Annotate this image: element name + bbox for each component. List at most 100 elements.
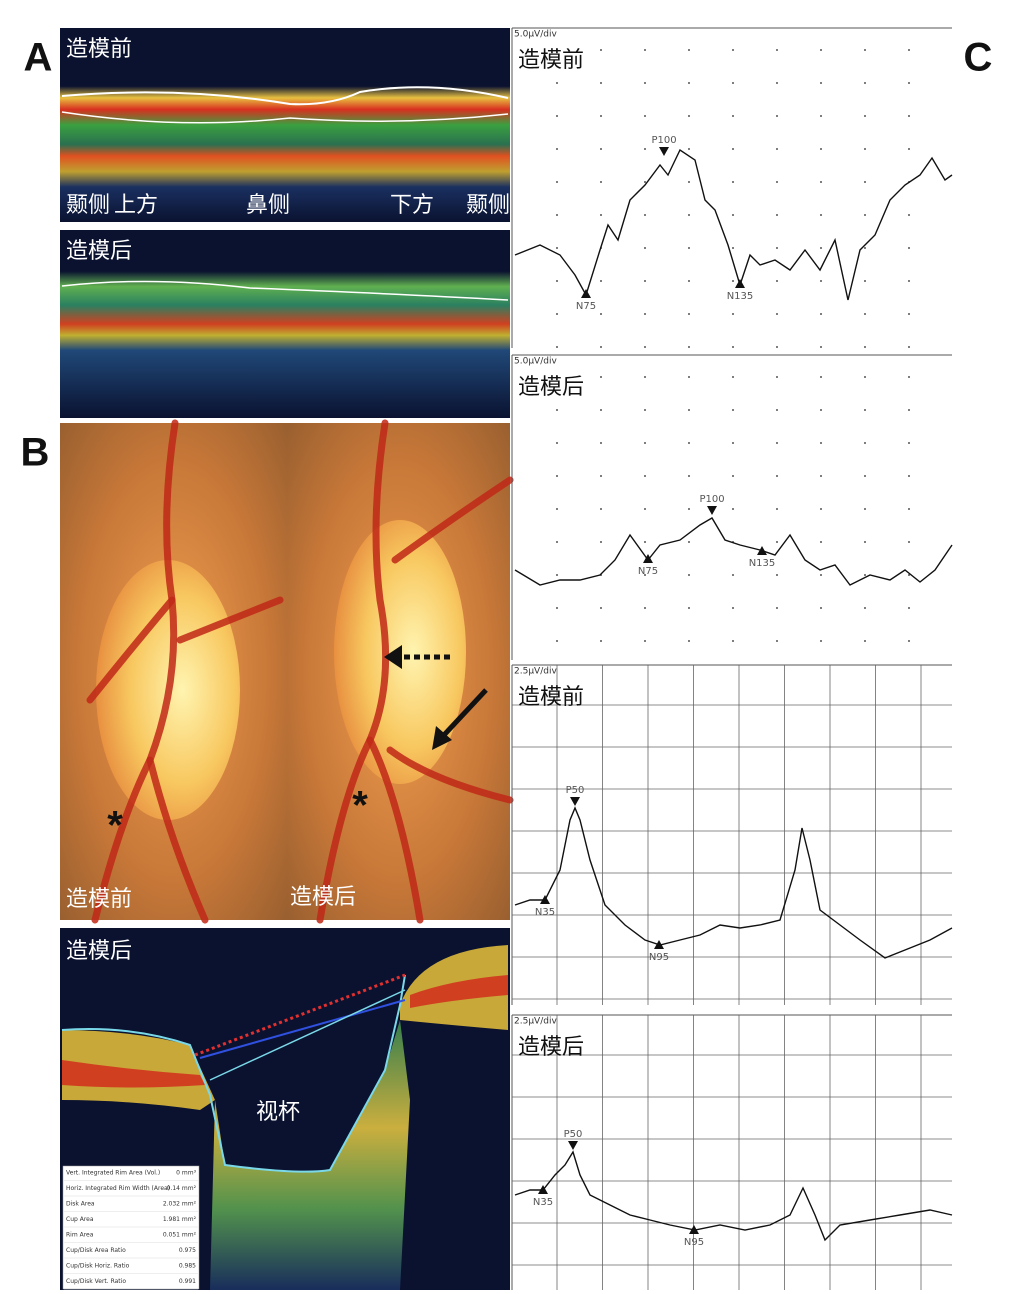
vessel: [86, 596, 176, 704]
grid-dot: [908, 247, 910, 249]
vessel: [391, 476, 514, 564]
label: P100: [651, 135, 676, 146]
grid-dot: [908, 475, 910, 477]
grid-dot: [864, 508, 866, 510]
label: 造模后: [66, 239, 132, 264]
grid-dot: [864, 214, 866, 216]
grid-dot: [732, 508, 734, 510]
grid-dot: [600, 607, 602, 609]
grid-dot: [644, 541, 646, 543]
label: 0.14 mm²: [167, 1185, 197, 1192]
grid-dot: [864, 409, 866, 411]
grid-dot: [600, 346, 602, 348]
label: Horiz. Integrated Rim Width (Area): [66, 1185, 170, 1192]
grid-dot: [556, 508, 558, 510]
label: N35: [533, 1197, 553, 1208]
grid-dot: [908, 409, 910, 411]
label: C: [964, 36, 993, 80]
grid-dot: [688, 280, 690, 282]
grid-dot: [688, 181, 690, 183]
grid-dot: [864, 376, 866, 378]
grid-dot: [600, 508, 602, 510]
grid-dot: [600, 214, 602, 216]
label: 0 mm³: [176, 1170, 196, 1177]
grid-dot: [600, 409, 602, 411]
grid-dot: [556, 115, 558, 117]
cup-tissue: [210, 1020, 410, 1290]
grid-dot: [776, 49, 778, 51]
grid-dot: [908, 442, 910, 444]
grid-dot: [644, 214, 646, 216]
label: 造模后: [518, 375, 584, 400]
grid-dot: [556, 574, 558, 576]
peak-marker: [735, 279, 745, 288]
grid-dot: [688, 49, 690, 51]
grid-dot: [688, 574, 690, 576]
grid-dot: [688, 313, 690, 315]
grid-dot: [820, 376, 822, 378]
grid-dot: [908, 82, 910, 84]
grid-dot: [820, 313, 822, 315]
reference-line: [199, 999, 406, 1059]
label: 鼻侧: [246, 193, 290, 218]
grid-dot: [732, 607, 734, 609]
grid-dot: [864, 148, 866, 150]
grid-dot: [908, 640, 910, 642]
label: P100: [699, 494, 724, 505]
grid-dot: [776, 607, 778, 609]
grid-dot: [820, 115, 822, 117]
vessel: [316, 736, 374, 924]
grid-dot: [688, 247, 690, 249]
label: 2.5μV/div: [514, 1017, 557, 1027]
grid-dot: [908, 346, 910, 348]
grid-dot: [732, 475, 734, 477]
grid-dot: [644, 574, 646, 576]
vessel: [176, 596, 284, 644]
label: 0.975: [179, 1247, 196, 1254]
grid-dot: [732, 115, 734, 117]
grid-dot: [776, 148, 778, 150]
grid-dot: [688, 376, 690, 378]
grid-dot: [600, 148, 602, 150]
label: 颞侧: [66, 193, 110, 218]
grid-dot: [908, 376, 910, 378]
grid-dot: [732, 49, 734, 51]
grid-dot: [732, 148, 734, 150]
label: Rim Area: [66, 1232, 94, 1239]
grid-dot: [864, 541, 866, 543]
peak-marker: [538, 1185, 548, 1194]
grid-dot: [776, 346, 778, 348]
label: 造模前: [66, 37, 132, 62]
grid-dot: [556, 346, 558, 348]
grid-dot: [688, 409, 690, 411]
peak-marker: [659, 147, 669, 156]
grid-dot: [556, 49, 558, 51]
grid-dot: [644, 148, 646, 150]
grid-dot: [732, 280, 734, 282]
grid-dot: [820, 214, 822, 216]
retina-boundary: [61, 86, 509, 106]
label: 0.051 mm²: [163, 1232, 197, 1239]
grid-dot: [556, 313, 558, 315]
grid-dot: [732, 82, 734, 84]
grid-dot: [820, 607, 822, 609]
vessel: [386, 746, 514, 804]
grid-dot: [556, 376, 558, 378]
grid-dot: [908, 508, 910, 510]
label: 上方: [114, 193, 158, 218]
grid-dot: [776, 82, 778, 84]
grid-dot: [864, 640, 866, 642]
grid-dot: [732, 214, 734, 216]
label: Cup/Disk Vert. Ratio: [66, 1278, 126, 1285]
label: 2.5μV/div: [514, 667, 557, 677]
retina-boundary: [61, 280, 509, 301]
retina-layer: [62, 1060, 205, 1088]
reference-line: [209, 989, 406, 1081]
grid-dot: [556, 214, 558, 216]
grid-dot: [776, 247, 778, 249]
grid-dot: [600, 115, 602, 117]
grid-dot: [600, 442, 602, 444]
label: N95: [684, 1237, 704, 1248]
grid-dot: [820, 49, 822, 51]
